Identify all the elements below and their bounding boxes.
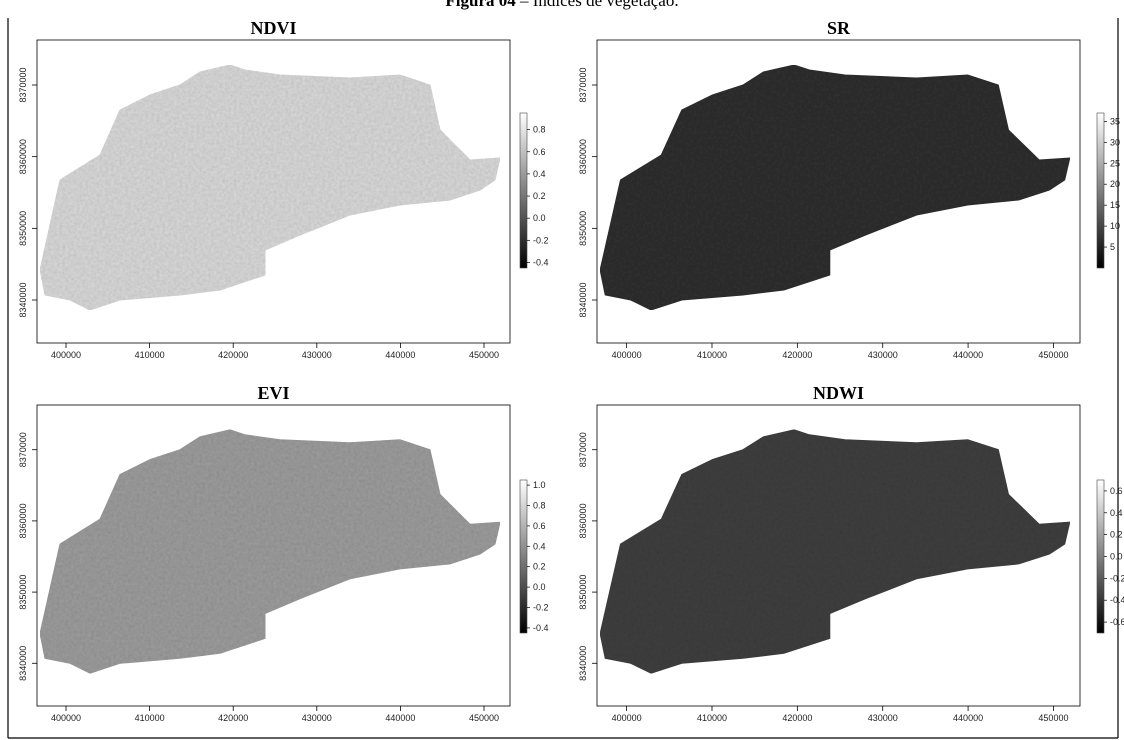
y-tick-label: 8360000 bbox=[578, 503, 588, 538]
y-tick-label: 8370000 bbox=[578, 67, 588, 102]
x-tick-label: 440000 bbox=[385, 713, 415, 723]
colorbar-tick-label: -0.4 bbox=[533, 623, 549, 633]
colorbar-tick-label: 0.8 bbox=[533, 125, 546, 135]
raster-region bbox=[600, 65, 1070, 310]
y-tick-label: 8350000 bbox=[18, 575, 28, 610]
panel-title: NDVI bbox=[250, 18, 296, 38]
colorbar-tick-label: 5 bbox=[1110, 242, 1115, 252]
colorbar-tick-label: 0.0 bbox=[533, 213, 546, 223]
colorbar-tick-label: -0.4 bbox=[1110, 595, 1124, 605]
x-tick-label: 450000 bbox=[1038, 713, 1068, 723]
x-tick-label: 440000 bbox=[953, 350, 983, 360]
colorbar bbox=[520, 480, 527, 633]
x-tick-label: 400000 bbox=[51, 713, 81, 723]
x-tick-label: 410000 bbox=[697, 713, 727, 723]
y-tick-label: 8340000 bbox=[578, 646, 588, 681]
panel-title: SR bbox=[827, 18, 851, 38]
colorbar-tick-label: -0.2 bbox=[533, 603, 549, 613]
caption-text: – Índices de vegetação. bbox=[519, 0, 679, 10]
y-tick-label: 8340000 bbox=[578, 282, 588, 317]
y-tick-label: 8340000 bbox=[18, 646, 28, 681]
x-tick-label: 430000 bbox=[868, 350, 898, 360]
colorbar-tick-label: 0.4 bbox=[1110, 508, 1123, 518]
x-tick-label: 430000 bbox=[302, 350, 332, 360]
y-tick-label: 8350000 bbox=[18, 211, 28, 246]
y-tick-label: 8360000 bbox=[18, 503, 28, 538]
x-tick-label: 430000 bbox=[868, 713, 898, 723]
x-tick-label: 420000 bbox=[218, 350, 248, 360]
raster-region bbox=[600, 430, 1070, 673]
y-tick-label: 8370000 bbox=[18, 67, 28, 102]
colorbar-tick-label: 0.4 bbox=[533, 541, 546, 551]
x-tick-label: 410000 bbox=[135, 350, 165, 360]
colorbar-tick-label: 0.0 bbox=[1110, 552, 1123, 562]
colorbar-tick-label: 0.8 bbox=[533, 501, 546, 511]
x-tick-label: 430000 bbox=[302, 713, 332, 723]
x-tick-label: 440000 bbox=[953, 713, 983, 723]
colorbar-tick-label: 0.2 bbox=[533, 191, 546, 201]
y-tick-label: 8370000 bbox=[578, 432, 588, 467]
colorbar-tick-label: 20 bbox=[1110, 179, 1120, 189]
colorbar-tick-label: -0.6 bbox=[1110, 617, 1124, 627]
x-tick-label: 410000 bbox=[697, 350, 727, 360]
x-tick-label: 410000 bbox=[135, 713, 165, 723]
y-tick-label: 8370000 bbox=[18, 432, 28, 467]
x-tick-label: 450000 bbox=[1038, 350, 1068, 360]
colorbar bbox=[1097, 480, 1104, 633]
y-tick-label: 8360000 bbox=[18, 139, 28, 174]
colorbar-tick-label: 0.4 bbox=[533, 169, 546, 179]
y-tick-label: 8340000 bbox=[18, 282, 28, 317]
x-tick-label: 420000 bbox=[218, 713, 248, 723]
colorbar-tick-label: 35 bbox=[1110, 116, 1120, 126]
colorbar-tick-label: 10 bbox=[1110, 221, 1120, 231]
y-tick-label: 8350000 bbox=[578, 211, 588, 246]
x-tick-label: 400000 bbox=[51, 350, 81, 360]
colorbar-tick-label: 0.6 bbox=[533, 147, 546, 157]
raster-region bbox=[40, 430, 500, 673]
panel-title: NDWI bbox=[813, 383, 864, 403]
x-tick-label: 400000 bbox=[612, 350, 642, 360]
colorbar-tick-label: 0.2 bbox=[533, 562, 546, 572]
colorbar-tick-label: -0.4 bbox=[533, 257, 549, 267]
y-tick-label: 8360000 bbox=[578, 139, 588, 174]
colorbar-tick-label: 0.0 bbox=[533, 582, 546, 592]
x-tick-label: 440000 bbox=[385, 350, 415, 360]
colorbar-tick-label: 30 bbox=[1110, 137, 1120, 147]
colorbar-tick-label: -0.2 bbox=[533, 235, 549, 245]
x-tick-label: 450000 bbox=[469, 713, 499, 723]
colorbar-tick-label: 0.6 bbox=[533, 521, 546, 531]
y-tick-label: 8350000 bbox=[578, 575, 588, 610]
colorbar-tick-label: 25 bbox=[1110, 158, 1120, 168]
caption-label: Figura 04 bbox=[445, 0, 516, 10]
colorbar-tick-label: -0.2 bbox=[1110, 573, 1124, 583]
colorbar bbox=[1097, 113, 1104, 268]
panel-title: EVI bbox=[257, 383, 289, 403]
colorbar bbox=[520, 113, 527, 268]
x-tick-label: 450000 bbox=[469, 350, 499, 360]
colorbar-tick-label: 1.0 bbox=[533, 480, 546, 490]
colorbar-tick-label: 0.6 bbox=[1110, 486, 1123, 496]
x-tick-label: 420000 bbox=[782, 350, 812, 360]
figure: Figura 04 – Índices de vegetação. NDVI 40… bbox=[0, 0, 1124, 740]
colorbar-tick-label: 15 bbox=[1110, 200, 1120, 210]
x-tick-label: 400000 bbox=[612, 713, 642, 723]
raster-region bbox=[40, 65, 500, 310]
colorbar-tick-label: 0.2 bbox=[1110, 530, 1123, 540]
caption: Figura 04 – Índices de vegetação. bbox=[445, 0, 678, 10]
x-tick-label: 420000 bbox=[782, 713, 812, 723]
